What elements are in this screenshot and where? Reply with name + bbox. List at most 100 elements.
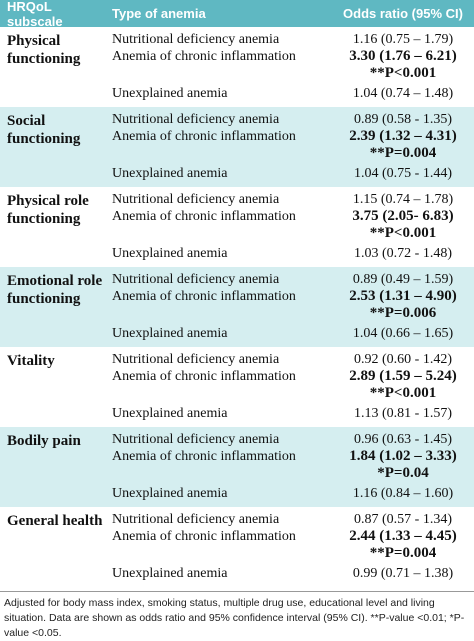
anemia-type: Anemia of chronic inflammation — [112, 209, 296, 224]
header-cell: Type of anemia — [112, 6, 206, 21]
odds-ratio: 1.03 (0.72 - 1.48) — [354, 246, 452, 261]
subscale: Vitality — [7, 353, 55, 369]
row: Anemia of chronic inflammation 2.53 (1.31… — [110, 288, 474, 305]
p-value: **P=0.006 — [369, 305, 437, 321]
row-lines: Nutritional deficiency anemia 1.16 (0.75 … — [110, 31, 474, 102]
p-row: **P=0.006 — [110, 305, 474, 322]
row: Nutritional deficiency anemia 1.16 (0.75 … — [110, 31, 474, 48]
row: Unexplained anemia 1.04 (0.74 – 1.48) — [110, 85, 474, 102]
spacer — [110, 385, 332, 402]
anemia-type: Unexplained anemia — [112, 326, 228, 341]
odds-ratio: 1.04 (0.75 - 1.44) — [354, 166, 452, 181]
anemia-type: Nutritional deficiency anemia — [112, 272, 280, 287]
spacer — [110, 225, 332, 242]
odds-ratio: 0.87 (0.57 - 1.34) — [354, 512, 452, 527]
row-lines: Nutritional deficiency anemia 0.87 (0.57 … — [110, 511, 474, 582]
row: Nutritional deficiency anemia 0.89 (0.58 … — [110, 111, 474, 128]
row-group: Emotional role functioning Nutritional de… — [0, 267, 474, 347]
anemia-type: Unexplained anemia — [112, 486, 228, 501]
row: Anemia of chronic inflammation 2.39 (1.32… — [110, 128, 474, 145]
subscale: General health — [7, 513, 103, 529]
anemia-type: Anemia of chronic inflammation — [112, 369, 296, 384]
p-value: *P=0.04 — [377, 465, 429, 481]
anemia-type: Nutritional deficiency anemia — [112, 512, 280, 527]
header-cell: HRQoL subscale — [7, 0, 63, 29]
anemia-type: Nutritional deficiency anemia — [112, 352, 280, 367]
row-group: Social functioning Nutritional deficiency… — [0, 107, 474, 187]
anemia-type: Unexplained anemia — [112, 166, 228, 181]
spacer — [110, 145, 332, 162]
row: Anemia of chronic inflammation 3.75 (2.05… — [110, 208, 474, 225]
subscale: Social functioning — [7, 113, 81, 147]
row: Unexplained anemia 1.04 (0.75 - 1.44) — [110, 165, 474, 182]
p-row: **P<0.001 — [110, 385, 474, 402]
anemia-type: Anemia of chronic inflammation — [112, 449, 296, 464]
spacer — [110, 305, 332, 322]
header-row: HRQoL subscale Type of anemia Odds ratio… — [0, 0, 474, 29]
anemia-type: Unexplained anemia — [112, 86, 228, 101]
row: Unexplained anemia 1.03 (0.72 - 1.48) — [110, 245, 474, 262]
row-group: Vitality Nutritional deficiency anemia 0.9… — [0, 347, 474, 427]
p-row: **P<0.001 — [110, 65, 474, 82]
anemia-type: Anemia of chronic inflammation — [112, 129, 296, 144]
row: Anemia of chronic inflammation 2.89 (1.59… — [110, 368, 474, 385]
odds-ratio: 1.04 (0.66 – 1.65) — [352, 326, 454, 341]
footnote: Adjusted for body mass index, smoking st… — [0, 591, 474, 641]
odds-ratio: 1.04 (0.74 – 1.48) — [352, 86, 454, 101]
row: Unexplained anemia 0.99 (0.71 – 1.38) — [110, 565, 474, 582]
anemia-type: Anemia of chronic inflammation — [112, 289, 296, 304]
p-value: **P<0.001 — [369, 225, 437, 241]
row: Anemia of chronic inflammation 1.84 (1.02… — [110, 448, 474, 465]
p-value: **P<0.001 — [369, 385, 437, 401]
row: Unexplained anemia 1.16 (0.84 – 1.60) — [110, 485, 474, 502]
header-cell: Odds ratio (95% CI) — [343, 6, 463, 21]
anemia-type: Nutritional deficiency anemia — [112, 32, 280, 47]
row: Nutritional deficiency anemia 1.15 (0.74 … — [110, 191, 474, 208]
anemia-type: Anemia of chronic inflammation — [112, 529, 296, 544]
row-lines: Nutritional deficiency anemia 1.15 (0.74 … — [110, 191, 474, 262]
p-row: *P=0.04 — [110, 465, 474, 482]
spacer — [110, 465, 332, 482]
subscale: Bodily pain — [7, 433, 81, 449]
odds-ratio: 0.89 (0.49 – 1.59) — [352, 272, 454, 287]
p-value: **P<0.001 — [369, 65, 437, 81]
odds-ratio: 1.13 (0.81 - 1.57) — [354, 406, 452, 421]
odds-ratio: 0.99 (0.71 – 1.38) — [352, 566, 454, 581]
row-group: Bodily pain Nutritional deficiency anemia… — [0, 427, 474, 507]
odds-ratio: 2.44 (1.33 – 4.45) — [349, 528, 457, 544]
row: Nutritional deficiency anemia 0.92 (0.60 … — [110, 351, 474, 368]
row: Unexplained anemia 1.04 (0.66 – 1.65) — [110, 325, 474, 342]
row-group: General health Nutritional deficiency ane… — [0, 507, 474, 587]
row-lines: Nutritional deficiency anemia 0.92 (0.60 … — [110, 351, 474, 422]
spacer — [110, 545, 332, 562]
p-value: **P=0.004 — [369, 545, 437, 561]
row-lines: Nutritional deficiency anemia 0.96 (0.63 … — [110, 431, 474, 502]
anemia-type: Nutritional deficiency anemia — [112, 112, 280, 127]
odds-ratio: 2.89 (1.59 – 5.24) — [349, 368, 457, 384]
subscale: Physical role functioning — [7, 193, 89, 227]
row-group: Physical functioning Nutritional deficien… — [0, 27, 474, 107]
odds-ratio: 2.53 (1.31 – 4.90) — [349, 288, 457, 304]
row-lines: Nutritional deficiency anemia 0.89 (0.49 … — [110, 271, 474, 342]
anemia-type: Unexplained anemia — [112, 406, 228, 421]
odds-ratio: 1.16 (0.75 – 1.79) — [352, 32, 454, 47]
anemia-type: Nutritional deficiency anemia — [112, 192, 280, 207]
row-group: Physical role functioning Nutritional def… — [0, 187, 474, 267]
odds-ratio: 0.92 (0.60 - 1.42) — [354, 352, 452, 367]
spacer — [110, 65, 332, 82]
subscale: Emotional role functioning — [7, 273, 103, 307]
odds-ratio: 0.89 (0.58 - 1.35) — [354, 112, 452, 127]
odds-ratio: 1.15 (0.74 – 1.78) — [352, 192, 454, 207]
row: Anemia of chronic inflammation 2.44 (1.33… — [110, 528, 474, 545]
odds-ratio: 2.39 (1.32 – 4.31) — [349, 128, 457, 144]
p-row: **P=0.004 — [110, 145, 474, 162]
anemia-type: Nutritional deficiency anemia — [112, 432, 280, 447]
odds-ratio: 1.84 (1.02 – 3.33) — [349, 448, 457, 464]
row: Unexplained anemia 1.13 (0.81 - 1.57) — [110, 405, 474, 422]
p-row: **P=0.004 — [110, 545, 474, 562]
table-body: Physical functioning Nutritional deficien… — [0, 27, 474, 587]
anemia-type: Anemia of chronic inflammation — [112, 49, 296, 64]
odds-ratio: 1.16 (0.84 – 1.60) — [352, 486, 454, 501]
odds-ratio: 0.96 (0.63 - 1.45) — [354, 432, 452, 447]
